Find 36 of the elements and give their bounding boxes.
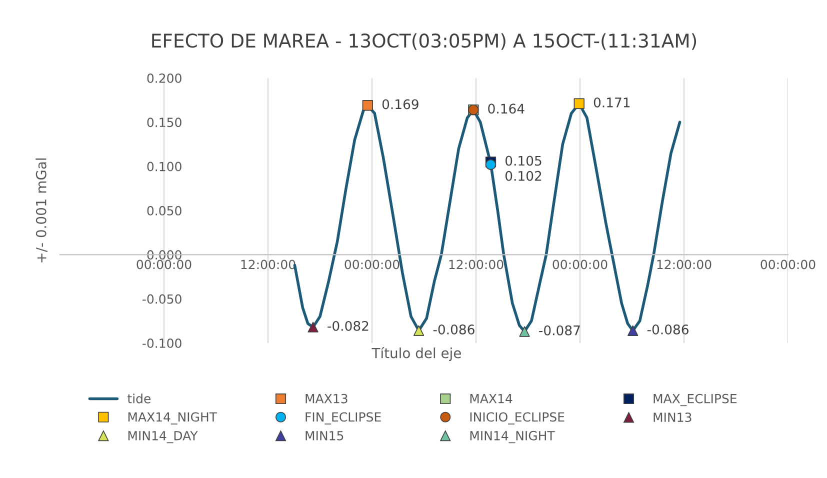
data-label: 0.171 <box>594 97 630 108</box>
x-tick-label: 00:00:00 <box>344 260 400 270</box>
data-label: -0.086 <box>647 324 688 334</box>
legend-label: MIN15 <box>306 431 344 440</box>
legend-label: MAX13 <box>306 394 348 404</box>
data-label: -0.087 <box>539 325 580 336</box>
x-tick-label: 12:00:00 <box>657 260 712 270</box>
y-tick-label: 0.050 <box>147 206 182 216</box>
legend-label: INICIO_ECLIPSE <box>470 412 564 424</box>
data-label: 0.102 <box>505 170 542 181</box>
legend-label: MAX_ECLIPSE <box>654 394 737 406</box>
x-tick-label: 00:00:00 <box>552 260 608 270</box>
x-axis-title: Título del eje <box>372 346 461 361</box>
x-tick-label: 00:00:00 <box>136 260 192 270</box>
legend-label: MAX14 <box>470 394 512 404</box>
data-label: -0.086 <box>433 324 474 334</box>
legend-label: tide <box>128 394 151 404</box>
legend-label: MAX14_NIGHT <box>128 412 218 424</box>
data-label: 0.164 <box>488 104 524 114</box>
y-tick-label: 0.200 <box>147 73 182 83</box>
x-tick-label: 12:00:00 <box>449 260 504 270</box>
y-axis-title: +/- 0.001 mGal <box>36 158 48 262</box>
data-label: 0.169 <box>382 99 418 110</box>
y-tick-label: 0.100 <box>147 162 182 172</box>
y-tick-label: 0.150 <box>147 118 182 128</box>
data-label: -0.082 <box>328 320 368 331</box>
legend-label: FIN_ECLIPSE <box>306 412 381 424</box>
legend-label: MIN14_NIGHT <box>470 430 555 444</box>
x-tick-label: 00:00:00 <box>760 260 816 270</box>
legend-label: MIN13 <box>654 412 692 422</box>
y-tick-label: -0.050 <box>142 294 182 304</box>
chart-title: EFECTO DE MAREA - 13OCT(03:05PM) A 15OCT-(11:31AM) <box>152 33 696 50</box>
y-tick-label: -0.100 <box>142 338 182 348</box>
x-tick-label: 12:00:00 <box>241 260 296 270</box>
data-label: 0.105 <box>505 156 542 166</box>
legend-label: MIN14_DAY <box>128 431 198 444</box>
